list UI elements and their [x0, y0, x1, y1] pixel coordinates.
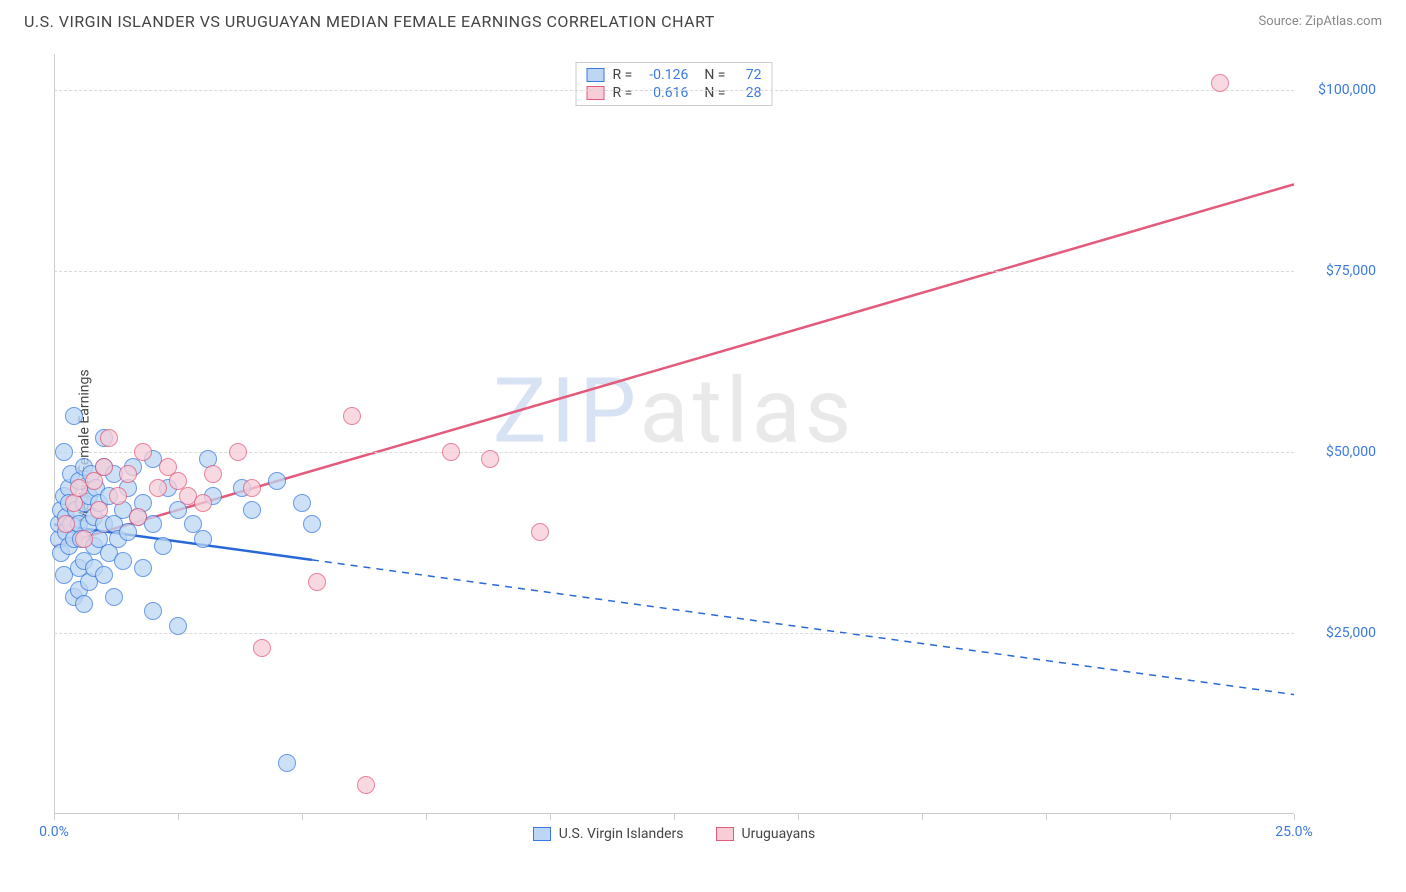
data-point — [119, 465, 137, 483]
legend-swatch — [587, 68, 605, 82]
y-tick-label: $100,000 — [1296, 82, 1376, 98]
data-point — [65, 407, 83, 425]
series-legend: U.S. Virgin Islanders Uruguayans — [54, 826, 1294, 842]
data-point — [149, 479, 167, 497]
data-point — [268, 472, 286, 490]
r-label: R = — [613, 67, 633, 83]
r-value: 0.616 — [640, 85, 688, 101]
correlation-legend: R = -0.126 N = 72 R = 0.616 N = 28 — [576, 62, 773, 106]
legend-swatch — [587, 86, 605, 100]
watermark: ZIPatlas — [493, 359, 855, 464]
x-tick-mark — [302, 814, 303, 820]
legend-item: Uruguayans — [716, 826, 816, 842]
data-point — [95, 566, 113, 584]
legend-item: U.S. Virgin Islanders — [533, 826, 684, 842]
data-point — [114, 552, 132, 570]
data-point — [144, 602, 162, 620]
x-tick-mark — [1046, 814, 1047, 820]
x-tick-mark — [798, 814, 799, 820]
chart-plot-area: ZIPatlas R = -0.126 N = 72 R = 0.616 N =… — [54, 54, 1294, 814]
data-point — [229, 443, 247, 461]
x-tick-mark — [54, 814, 55, 820]
data-point — [154, 537, 172, 555]
data-point — [531, 523, 549, 541]
n-value: 28 — [733, 85, 761, 101]
x-tick-mark — [674, 814, 675, 820]
y-tick-label: $75,000 — [1296, 263, 1376, 279]
x-tick-mark — [178, 814, 179, 820]
data-point — [57, 515, 75, 533]
y-axis-line — [54, 54, 55, 814]
data-point — [109, 487, 127, 505]
data-point — [253, 639, 271, 657]
data-point — [105, 588, 123, 606]
y-tick-label: $50,000 — [1296, 444, 1376, 460]
data-point — [134, 443, 152, 461]
data-point — [293, 494, 311, 512]
data-point — [481, 450, 499, 468]
data-point — [308, 573, 326, 591]
y-gridline — [54, 90, 1294, 91]
n-value: 72 — [733, 67, 761, 83]
chart-title: U.S. VIRGIN ISLANDER VS URUGUAYAN MEDIAN… — [24, 12, 715, 31]
n-label: N = — [704, 67, 725, 83]
data-point — [204, 465, 222, 483]
x-tick-mark — [922, 814, 923, 820]
legend-swatch — [716, 827, 734, 841]
data-point — [169, 617, 187, 635]
data-point — [1211, 74, 1229, 92]
y-gridline — [54, 271, 1294, 272]
n-label: N = — [704, 85, 725, 101]
legend-label: U.S. Virgin Islanders — [559, 826, 684, 842]
data-point — [243, 479, 261, 497]
data-point — [100, 429, 118, 447]
data-point — [134, 559, 152, 577]
data-point — [55, 443, 73, 461]
legend-swatch — [533, 827, 551, 841]
x-tick-mark — [1294, 814, 1295, 820]
data-point — [90, 501, 108, 519]
data-point — [343, 407, 361, 425]
x-tick-mark — [550, 814, 551, 820]
data-point — [442, 443, 460, 461]
legend-row: R = -0.126 N = 72 — [587, 66, 762, 84]
trend-lines — [54, 54, 1294, 814]
data-point — [303, 515, 321, 533]
data-point — [95, 458, 113, 476]
r-label: R = — [613, 85, 633, 101]
legend-row: R = 0.616 N = 28 — [587, 84, 762, 102]
y-gridline — [54, 633, 1294, 634]
source-text: Source: ZipAtlas.com — [1258, 14, 1382, 29]
r-value: -0.126 — [640, 67, 688, 83]
data-point — [194, 494, 212, 512]
x-tick-mark — [426, 814, 427, 820]
data-point — [278, 754, 296, 772]
legend-label: Uruguayans — [742, 826, 816, 842]
data-point — [243, 501, 261, 519]
x-tick-mark — [1170, 814, 1171, 820]
data-point — [75, 530, 93, 548]
data-point — [194, 530, 212, 548]
data-point — [357, 776, 375, 794]
data-point — [75, 595, 93, 613]
data-point — [129, 508, 147, 526]
y-tick-label: $25,000 — [1296, 625, 1376, 641]
